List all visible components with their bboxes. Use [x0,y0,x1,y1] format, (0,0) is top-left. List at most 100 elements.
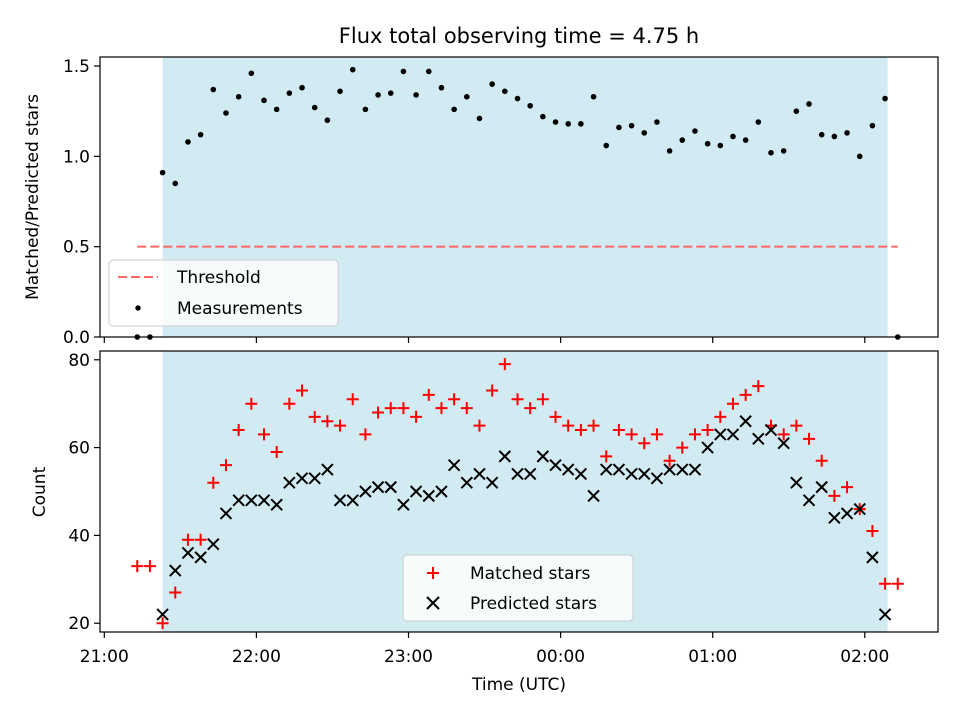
predicted-star-point [207,537,220,551]
measurement-point [704,140,711,147]
matched-star-point [232,424,245,437]
x-tick-label: 00:00 [536,647,585,667]
matched-legend-marker [427,567,439,579]
predicted-star-point [283,476,296,489]
y-tick-label: 1.0 [63,147,90,167]
measurement-point [882,95,888,102]
measurement-point [540,113,546,120]
predicted-legend-label: Predicted stars [470,594,597,614]
predicted-legend-marker [426,596,440,610]
predicted-star-point [447,458,461,472]
predicted-star-point [409,485,423,498]
predicted-star-point [359,485,372,498]
measurement-point [273,106,280,113]
measurement-point [578,121,584,127]
measurement-point [387,90,394,96]
measurement-point [730,133,736,140]
measurement-point [362,106,369,113]
bottom-legend: Matched stars Predicted stars [402,554,634,622]
predicted-star-point [612,463,626,476]
matched-star-point [739,388,752,401]
matched-star-point [460,402,473,415]
matched-star-point [181,533,194,546]
measurement-point [185,139,191,145]
matched-star-point [866,525,879,538]
predicted-star-point [371,480,385,494]
predicted-star-point [536,450,550,463]
predicted-star-point [232,494,245,507]
measurement-point [172,180,179,187]
measurement-point [806,101,812,107]
measurement-point [159,169,166,176]
matched-star-point [688,428,701,441]
measurement-point [464,93,470,100]
matched-star-point [372,406,385,419]
matched-star-point [752,380,765,393]
bottom-panel-ylabel: Count [30,466,50,517]
matched-star-point [612,424,625,437]
measurement-point [679,137,686,143]
predicted-star-point [638,467,651,481]
predicted-star-point [561,463,575,476]
measurement-point [324,117,331,124]
measurement-point [666,148,673,154]
measurement-point [235,93,242,100]
measurement-point [742,137,749,143]
predicted-star-point [181,546,195,560]
y-tick-label: 40 [68,526,90,546]
matched-star-point [790,419,803,432]
measurement-point [311,104,318,111]
x-tick-label: 02:00 [840,647,889,667]
predicted-star-point [625,467,638,481]
matched-star-point [726,397,739,410]
predicted-star-point [511,467,524,481]
predicted-star-point [422,489,435,503]
measurements-legend-marker [135,305,141,311]
measurement-point [552,119,559,125]
predicted-star-point [790,476,803,489]
measurement-point [755,119,762,125]
matched-star-point [131,560,144,573]
measurement-point [502,88,508,95]
predicted-star-point [866,551,879,564]
matched-star-point [638,437,651,450]
predicted-star-point [397,498,410,511]
matched-star-point [841,481,854,494]
matched-star-point [828,489,841,502]
top-panel: 0.0 0.5 1.0 1.5 Matched/Predicted stars Thr… [23,56,939,348]
predicted-star-point [485,476,499,489]
predicted-star-point [663,463,676,476]
measurement-point [489,81,495,87]
measurement-point [286,90,293,96]
predicted-star-point [828,511,841,525]
predicted-star-point [156,608,169,621]
matched-star-point [384,402,397,415]
predicted-star-point [840,507,854,520]
matched-star-point [714,410,727,423]
measurement-point [476,115,483,122]
measurement-point [793,108,800,114]
predicted-star-point [523,467,537,481]
measurement-point [349,66,356,73]
matched-star-point [410,410,423,423]
predicted-star-point [384,480,397,494]
bottom-panel-frame [99,350,939,633]
measurement-point [565,121,572,127]
y-tick-label: 20 [68,614,90,634]
predicted-star-point [726,428,740,441]
matched-star-point [803,432,816,445]
predicted-star-point [549,458,562,472]
matched-star-point [676,441,689,454]
predicted-star-point [574,467,588,481]
matched-star-point [359,428,372,441]
measurement-point [628,122,635,129]
measurements-legend-label: Measurements [177,299,303,319]
predicted-star-point [194,551,207,564]
matched-star-point [574,424,587,437]
predicted-star-point [739,415,752,428]
threshold-legend-label: Threshold [176,268,261,288]
measurement-point [248,70,255,77]
y-tick-label: 0.0 [63,328,90,348]
y-tick-label: 0.5 [63,238,90,258]
